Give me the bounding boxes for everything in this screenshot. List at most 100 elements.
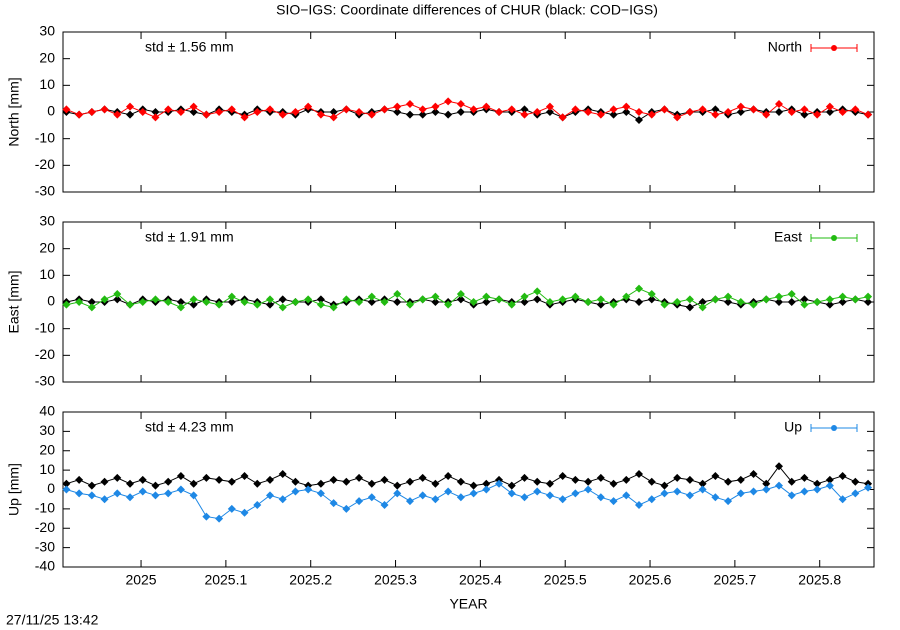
data-point xyxy=(698,298,707,306)
data-point xyxy=(711,493,720,502)
data-point xyxy=(240,113,249,122)
y-tick-label: -10 xyxy=(35,319,55,335)
data-point xyxy=(736,102,745,111)
data-point xyxy=(62,300,71,309)
data-point xyxy=(647,290,656,298)
data-point xyxy=(774,462,783,471)
data-point xyxy=(456,290,465,298)
data-point xyxy=(138,487,147,496)
data-point xyxy=(813,485,822,494)
data-point xyxy=(316,479,325,488)
data-point xyxy=(647,495,656,504)
data-point xyxy=(698,105,707,114)
data-point xyxy=(660,300,669,309)
data-point xyxy=(507,300,516,309)
data-point xyxy=(507,481,516,490)
data-point xyxy=(558,495,567,504)
legend-label: East xyxy=(774,229,802,245)
data-point xyxy=(545,491,554,500)
legend-label: Up xyxy=(784,419,802,435)
y-tick-label: 10 xyxy=(39,461,55,477)
data-point xyxy=(545,298,554,306)
data-point xyxy=(596,493,605,502)
data-point xyxy=(164,477,173,486)
data-point xyxy=(520,110,529,119)
data-point xyxy=(431,479,440,488)
data-point xyxy=(176,108,185,116)
data-point xyxy=(189,491,198,500)
std-annotation: std ± 4.23 mm xyxy=(145,419,234,435)
data-point xyxy=(685,491,694,500)
data-point xyxy=(813,479,822,488)
data-point xyxy=(838,298,847,306)
data-point xyxy=(100,495,109,504)
data-point xyxy=(355,108,364,116)
data-point xyxy=(405,477,414,486)
data-point xyxy=(825,481,834,490)
data-point xyxy=(469,298,478,306)
data-point xyxy=(622,475,631,484)
data-point xyxy=(558,471,567,480)
series-line xyxy=(66,108,869,121)
data-point xyxy=(62,479,71,488)
legend-marker xyxy=(831,235,837,241)
data-point xyxy=(787,108,796,116)
data-point xyxy=(800,487,809,496)
data-point xyxy=(825,295,834,304)
data-point xyxy=(240,298,249,306)
data-point xyxy=(787,290,796,298)
data-point xyxy=(138,475,147,484)
data-point xyxy=(520,493,529,502)
data-point xyxy=(571,489,580,498)
data-point xyxy=(609,110,618,119)
data-point xyxy=(367,292,376,301)
data-point xyxy=(800,105,809,114)
y-tick-label: 20 xyxy=(39,441,55,457)
data-point xyxy=(736,489,745,498)
y-tick-label: 0 xyxy=(47,293,55,309)
data-point xyxy=(851,105,860,114)
y-tick-label: -30 xyxy=(35,183,55,199)
y-tick-label: 30 xyxy=(39,23,55,39)
y-tick-label: 40 xyxy=(39,403,55,419)
data-point xyxy=(151,113,160,122)
data-point xyxy=(431,292,440,301)
data-point xyxy=(800,300,809,309)
data-point xyxy=(456,493,465,502)
data-point xyxy=(138,298,147,306)
data-point xyxy=(482,479,491,488)
data-point xyxy=(533,287,542,296)
data-point xyxy=(800,295,809,304)
data-point xyxy=(100,295,109,304)
data-point xyxy=(367,493,376,502)
data-point xyxy=(380,501,389,509)
data-point xyxy=(202,110,211,119)
data-point xyxy=(545,102,554,111)
x-axis-label: YEAR xyxy=(449,596,487,612)
data-point xyxy=(151,491,160,500)
data-point xyxy=(215,300,224,309)
data-point xyxy=(609,479,618,488)
data-point xyxy=(800,473,809,482)
y-tick-label: -20 xyxy=(35,519,55,535)
data-point xyxy=(838,108,847,116)
std-annotation: std ± 1.91 mm xyxy=(145,229,234,245)
data-point xyxy=(851,477,860,486)
data-point xyxy=(456,108,465,116)
data-point xyxy=(825,102,834,111)
data-point xyxy=(393,102,402,111)
data-point xyxy=(316,300,325,309)
y-tick-label: -20 xyxy=(35,346,55,362)
data-point xyxy=(787,477,796,486)
data-point xyxy=(202,298,211,306)
data-point xyxy=(635,108,644,116)
data-point xyxy=(520,105,529,114)
x-tick-label: 2025.4 xyxy=(459,572,502,588)
data-point xyxy=(635,470,644,478)
data-point xyxy=(215,475,224,484)
data-point xyxy=(825,108,834,116)
y-tick-label: 10 xyxy=(39,266,55,282)
data-point xyxy=(545,479,554,488)
data-point xyxy=(113,290,122,298)
